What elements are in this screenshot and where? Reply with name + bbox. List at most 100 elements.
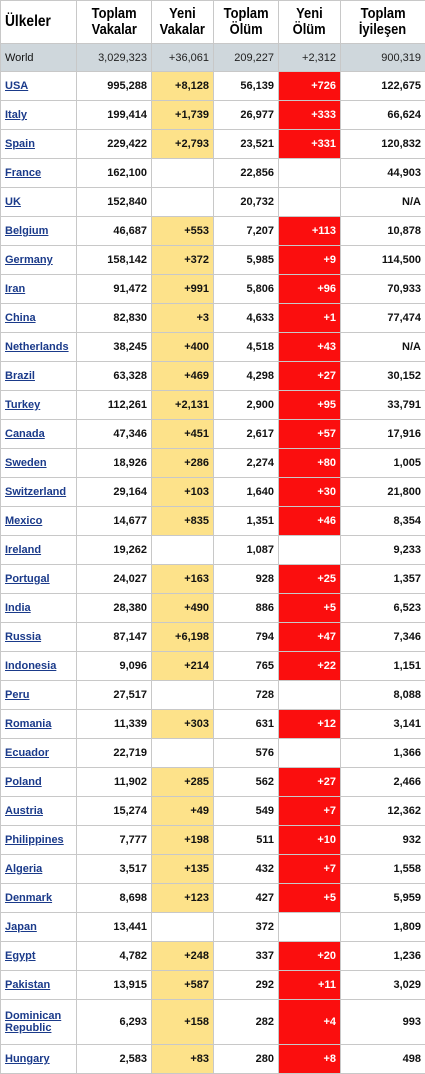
new-cases-cell: +49 bbox=[151, 796, 214, 826]
table-row: Peru 27,517 728 8,088 bbox=[0, 680, 425, 710]
total-deaths-cell: 562 bbox=[213, 767, 279, 797]
country-link[interactable]: Sweden bbox=[5, 457, 47, 469]
header-recovered[interactable]: Toplam İyileşen bbox=[340, 0, 425, 44]
total-cases-cell: 47,346 bbox=[76, 419, 152, 449]
country-name-cell: Spain bbox=[0, 129, 77, 159]
new-cases-cell: +214 bbox=[151, 651, 214, 681]
country-name-cell: Indonesia bbox=[0, 651, 77, 681]
country-name-cell: Ireland bbox=[0, 535, 77, 565]
new-deaths-cell bbox=[278, 158, 341, 188]
recovered-cell: 12,362 bbox=[340, 796, 425, 826]
new-deaths-cell: +11 bbox=[278, 970, 341, 1000]
recovered-cell: 10,878 bbox=[340, 216, 425, 246]
country-name-cell: Turkey bbox=[0, 390, 77, 420]
new-cases-cell: +587 bbox=[151, 970, 214, 1000]
total-cases-cell: 63,328 bbox=[76, 361, 152, 391]
new-cases-cell bbox=[151, 738, 214, 768]
new-deaths-cell: +43 bbox=[278, 332, 341, 362]
table-row: Indonesia 9,096 +214 765 +22 1,151 bbox=[0, 651, 425, 681]
country-name-cell: Netherlands bbox=[0, 332, 77, 362]
world-new-deaths: +2,312 bbox=[278, 43, 341, 72]
header-new-deaths[interactable]: Yeni Ölüm bbox=[278, 0, 341, 44]
total-cases-cell: 4,782 bbox=[76, 941, 152, 971]
country-link[interactable]: Denmark bbox=[5, 892, 53, 904]
new-deaths-cell: +1 bbox=[278, 303, 341, 333]
total-cases-cell: 112,261 bbox=[76, 390, 152, 420]
country-link[interactable]: Dominican Republic bbox=[5, 1010, 62, 1034]
country-name-cell: Mexico bbox=[0, 506, 77, 536]
world-recovered: 900,319 bbox=[340, 43, 425, 72]
total-cases-cell: 38,245 bbox=[76, 332, 152, 362]
header-new-cases[interactable]: Yeni Vakalar bbox=[151, 0, 214, 44]
total-cases-cell: 46,687 bbox=[76, 216, 152, 246]
country-link[interactable]: Brazil bbox=[5, 370, 35, 382]
world-new-cases: +36,061 bbox=[151, 43, 214, 72]
country-link[interactable]: Germany bbox=[5, 254, 53, 266]
new-cases-cell: +163 bbox=[151, 564, 214, 594]
recovered-cell: 77,474 bbox=[340, 303, 425, 333]
country-link[interactable]: Switzerland bbox=[5, 486, 67, 498]
new-deaths-cell bbox=[278, 680, 341, 710]
country-link[interactable]: Spain bbox=[5, 138, 35, 150]
new-deaths-cell: +12 bbox=[278, 709, 341, 739]
country-link[interactable]: Algeria bbox=[5, 863, 43, 875]
table-row: Poland 11,902 +285 562 +27 2,466 bbox=[0, 767, 425, 797]
country-link[interactable]: Russia bbox=[5, 631, 42, 643]
new-cases-cell: +198 bbox=[151, 825, 214, 855]
country-link[interactable]: India bbox=[5, 602, 31, 614]
total-cases-cell: 22,719 bbox=[76, 738, 152, 768]
country-name-cell: Italy bbox=[0, 100, 77, 130]
country-link[interactable]: Ireland bbox=[5, 544, 42, 556]
new-deaths-cell: +726 bbox=[278, 71, 341, 101]
new-cases-cell bbox=[151, 535, 214, 565]
country-link[interactable]: Italy bbox=[5, 109, 28, 121]
country-link[interactable]: Belgium bbox=[5, 225, 49, 237]
country-link[interactable]: UK bbox=[5, 196, 21, 208]
country-link[interactable]: Portugal bbox=[5, 573, 50, 585]
total-deaths-cell: 511 bbox=[213, 825, 279, 855]
country-link[interactable]: Netherlands bbox=[5, 341, 69, 353]
new-deaths-cell: +27 bbox=[278, 361, 341, 391]
country-link[interactable]: USA bbox=[5, 80, 29, 92]
country-link[interactable]: Philippines bbox=[5, 834, 64, 846]
new-cases-cell: +286 bbox=[151, 448, 214, 478]
country-link[interactable]: Pakistan bbox=[5, 979, 51, 991]
total-deaths-cell: 5,985 bbox=[213, 245, 279, 275]
country-link[interactable]: China bbox=[5, 312, 36, 324]
country-name-cell: Canada bbox=[0, 419, 77, 449]
country-link[interactable]: Iran bbox=[5, 283, 26, 295]
total-cases-cell: 3,517 bbox=[76, 854, 152, 884]
country-link[interactable]: Austria bbox=[5, 805, 43, 817]
country-link[interactable]: Indonesia bbox=[5, 660, 57, 672]
table-row: Iran 91,472 +991 5,806 +96 70,933 bbox=[0, 274, 425, 304]
total-deaths-cell: 1,087 bbox=[213, 535, 279, 565]
total-cases-cell: 87,147 bbox=[76, 622, 152, 652]
new-deaths-cell: +25 bbox=[278, 564, 341, 594]
country-name-cell: UK bbox=[0, 187, 77, 217]
country-link[interactable]: Mexico bbox=[5, 515, 43, 527]
header-total-deaths[interactable]: Toplam Ölüm bbox=[213, 0, 279, 44]
country-link[interactable]: France bbox=[5, 167, 42, 179]
table-row: Italy 199,414 +1,739 26,977 +333 66,624 bbox=[0, 100, 425, 130]
recovered-cell: 30,152 bbox=[340, 361, 425, 391]
country-link[interactable]: Japan bbox=[5, 921, 37, 933]
total-cases-cell: 24,027 bbox=[76, 564, 152, 594]
country-link[interactable]: Canada bbox=[5, 428, 45, 440]
country-link[interactable]: Turkey bbox=[5, 399, 41, 411]
country-link[interactable]: Egypt bbox=[5, 950, 36, 962]
country-link[interactable]: Ecuador bbox=[5, 747, 50, 759]
total-cases-cell: 11,339 bbox=[76, 709, 152, 739]
total-deaths-cell: 432 bbox=[213, 854, 279, 884]
new-deaths-cell: +20 bbox=[278, 941, 341, 971]
country-link[interactable]: Poland bbox=[5, 776, 42, 788]
country-link[interactable]: Peru bbox=[5, 689, 30, 701]
country-link[interactable]: Romania bbox=[5, 718, 52, 730]
total-cases-cell: 2,583 bbox=[76, 1044, 152, 1074]
recovered-cell: 1,809 bbox=[340, 912, 425, 942]
header-countries[interactable]: Ülkeler bbox=[0, 0, 77, 44]
country-link[interactable]: Hungary bbox=[5, 1053, 50, 1065]
header-total-cases[interactable]: Toplam Vakalar bbox=[76, 0, 152, 44]
total-deaths-cell: 5,806 bbox=[213, 274, 279, 304]
total-cases-cell: 91,472 bbox=[76, 274, 152, 304]
